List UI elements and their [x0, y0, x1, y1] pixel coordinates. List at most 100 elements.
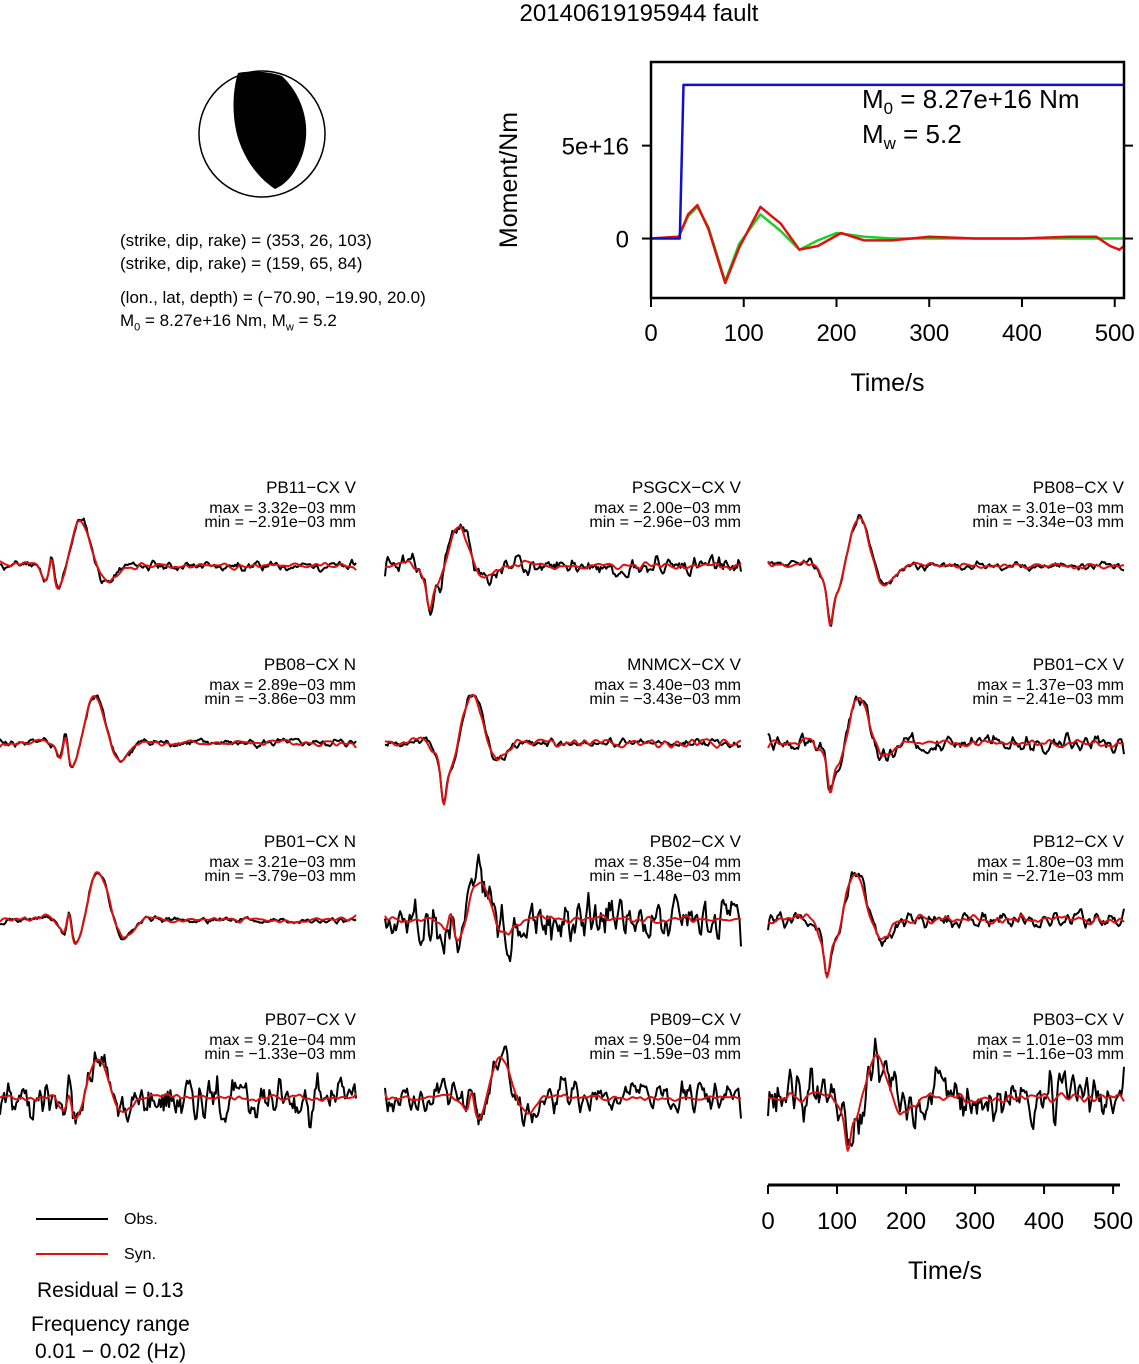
station-max: max = 9.21e−04 mm	[209, 1032, 356, 1049]
moment-chart: 0 100 200 300 400 500 0 5e+16 Time/s Moment/Nm M0 …	[495, 60, 1135, 397]
moment-plot-frame	[649, 60, 1126, 300]
synthetic-trace	[0, 1058, 357, 1121]
frequency-range-value: 0.01 − 0.02 (Hz)	[35, 1340, 187, 1363]
synthetic-trace	[767, 516, 1125, 627]
station-min: min = −3.43e−03 mm	[589, 691, 741, 708]
station-min: min = −1.59e−03 mm	[589, 1046, 741, 1063]
station-label: PB12−CX V	[1033, 832, 1125, 851]
synthetic-trace	[384, 881, 742, 942]
observed-trace	[767, 514, 1125, 627]
synthetic-trace	[767, 1053, 1125, 1152]
moment-xtick-label: 500	[1095, 320, 1135, 347]
station-max: max = 3.40e−03 mm	[594, 677, 741, 694]
synthetic-trace	[0, 871, 357, 946]
moment-xtick-label: 400	[1002, 320, 1042, 347]
station-min: min = −3.34e−03 mm	[972, 514, 1124, 531]
frequency-range-title: Frequency range	[31, 1313, 190, 1336]
station-max: max = 1.01e−03 mm	[977, 1032, 1124, 1049]
synthetic-trace	[384, 1056, 741, 1120]
station-label: MNMCX−CX V	[627, 655, 741, 674]
station-max: max = 8.35e−04 mm	[594, 854, 741, 871]
station-min: min = −3.86e−03 mm	[204, 691, 356, 708]
synthetic-trace	[767, 697, 1124, 794]
moment-xtick-label: 200	[816, 320, 856, 347]
synthetic-trace	[0, 695, 357, 768]
page-title: 20140619195944 fault	[519, 0, 759, 27]
station-max: max = 1.80e−03 mm	[977, 854, 1124, 871]
nodal-plane-1: (strike, dip, rake) = (353, 26, 103)	[120, 231, 372, 250]
time-axis-tick-label: 500	[1093, 1208, 1133, 1235]
station-min: min = −1.48e−03 mm	[589, 868, 741, 885]
residual-text: Residual = 0.13	[37, 1279, 184, 1302]
station-label: PB03−CX V	[1033, 1010, 1125, 1029]
beachball-icon	[198, 70, 326, 198]
station-max: max = 1.37e−03 mm	[977, 677, 1124, 694]
observed-trace	[0, 1051, 357, 1129]
moment-ytick-label: 5e+16	[562, 134, 629, 161]
station-max: max = 3.01e−03 mm	[977, 500, 1124, 517]
moment-magnitude-text: M0 = 8.27e+16 Nm, Mw = 5.2	[120, 311, 337, 334]
source-location: (lon., lat, depth) = (−70.90, −19.90, 20…	[120, 288, 426, 307]
observed-trace	[767, 695, 1125, 793]
station-min: min = −2.96e−03 mm	[589, 514, 741, 531]
synthetic-trace	[384, 525, 742, 611]
station-max: max = 3.21e−03 mm	[209, 854, 356, 871]
station-label: PB01−CX V	[1033, 655, 1125, 674]
station-label: PB07−CX V	[265, 1010, 357, 1029]
station-label: PB08−CX N	[264, 655, 356, 674]
station-label: PB01−CX N	[264, 832, 356, 851]
time-axis-label: Time/s	[908, 1257, 982, 1285]
time-axis-tick-label: 300	[955, 1208, 995, 1235]
synthetic-trace	[767, 873, 1125, 979]
station-min: min = −1.16e−03 mm	[972, 1046, 1124, 1063]
station-label: PB08−CX V	[1033, 478, 1125, 497]
station-max: max = 2.00e−03 mm	[594, 500, 741, 517]
legend-obs-label: Obs.	[124, 1211, 158, 1228]
moment-series-moment	[651, 83, 1124, 240]
station-max: max = 9.50e−04 mm	[594, 1032, 741, 1049]
moment-annotation-mw: Mw = 5.2	[862, 119, 962, 153]
observed-trace	[767, 871, 1125, 975]
moment-xtick-label: 300	[909, 320, 949, 347]
time-axis-tick-label: 0	[761, 1208, 774, 1235]
station-min: min = −1.33e−03 mm	[204, 1046, 356, 1063]
legend-lines	[36, 1218, 108, 1255]
moment-series-syn	[650, 203, 1125, 285]
station-min: min = −2.71e−03 mm	[972, 868, 1124, 885]
observed-trace	[384, 1045, 742, 1127]
observed-trace	[384, 694, 741, 804]
moment-ylabel: Moment/Nm	[495, 112, 523, 248]
legend-syn-label: Syn.	[124, 1246, 157, 1263]
moment-xlabel: Time/s	[850, 369, 924, 397]
station-label: PB09−CX V	[650, 1010, 742, 1029]
station-max: max = 2.89e−03 mm	[209, 677, 356, 694]
moment-ytick-label: 0	[616, 227, 629, 254]
station-label: PB11−CX V	[266, 478, 357, 497]
synthetic-trace	[384, 693, 742, 806]
time-axis-tick-label: 400	[1024, 1208, 1064, 1235]
moment-xtick-label: 100	[724, 320, 764, 347]
time-axis-tick-label: 100	[817, 1208, 857, 1235]
station-max: max = 3.32e−03 mm	[209, 500, 356, 517]
observed-trace	[767, 1037, 1125, 1147]
nodal-plane-2: (strike, dip, rake) = (159, 65, 84)	[120, 254, 363, 273]
moment-annotation-m0: M0 = 8.27e+16 Nm	[862, 84, 1080, 118]
station-min: min = −2.41e−03 mm	[972, 691, 1124, 708]
synthetic-trace	[0, 519, 357, 590]
observed-trace	[384, 523, 742, 616]
station-label: PB02−CX V	[650, 832, 742, 851]
station-min: min = −3.79e−03 mm	[204, 868, 356, 885]
station-label: PSGCX−CX V	[632, 478, 742, 497]
moment-xtick-label: 0	[644, 320, 657, 347]
